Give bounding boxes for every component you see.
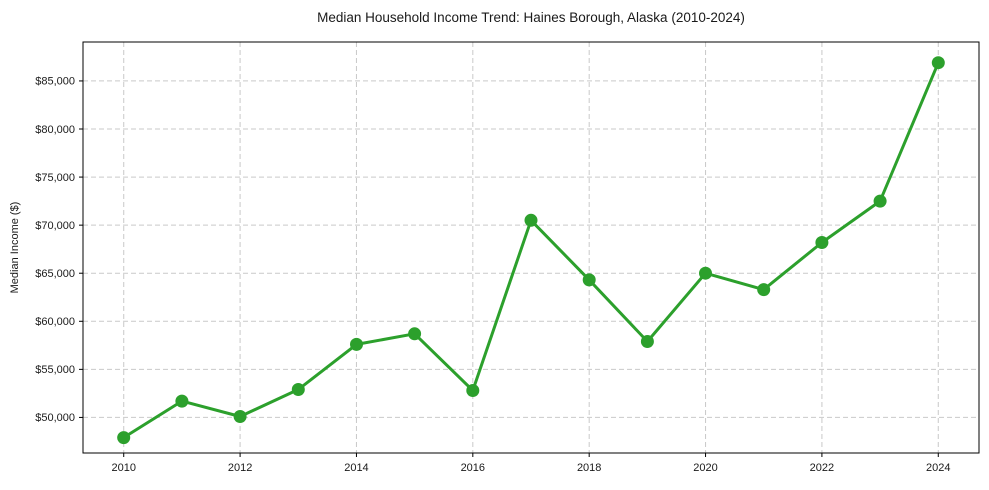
axes-layer: 2010 2012 2014 2016 2018 2020 2022 2024 $50,000 $… [35,41,980,474]
data-point [233,410,247,423]
y-tick-label: $75,000 [35,172,75,184]
data-point [699,266,712,280]
data-point [350,337,363,351]
data-point [873,194,887,208]
data-point [175,394,189,408]
data-point [931,56,945,70]
x-tick-label: 2018 [577,462,601,474]
data-point [524,213,538,227]
data-point [815,236,829,249]
x-tick-label: 2020 [693,462,717,474]
y-tick-label: $55,000 [35,364,75,376]
data-point [582,273,596,287]
x-tick-label: 2010 [111,462,135,474]
data-point [757,283,771,297]
x-tick-label: 2024 [926,462,950,474]
y-axis-title: Median Income ($) [9,202,21,294]
chart-title: Median Household Income Trend: Haines Bo… [317,10,745,25]
x-tick-label: 2022 [810,462,834,474]
data-point [408,327,422,341]
data-point [291,383,305,396]
y-tick-label: $80,000 [35,124,75,136]
y-tick-label: $50,000 [35,412,75,424]
data-point [117,431,131,445]
data-point [640,335,654,348]
y-tick-label: $60,000 [35,316,75,328]
x-tick-label: 2014 [344,462,368,474]
x-tick-label: 2012 [228,462,252,474]
data-point [466,384,480,397]
grid-layer [83,42,979,453]
x-tick-label: 2016 [461,462,485,474]
y-tick-label: $70,000 [35,220,75,232]
income-trend-line [122,61,940,440]
plot-border [82,41,980,454]
y-tick-label: $65,000 [35,268,75,280]
y-tick-label: $85,000 [35,76,75,88]
data-layer [117,56,945,445]
